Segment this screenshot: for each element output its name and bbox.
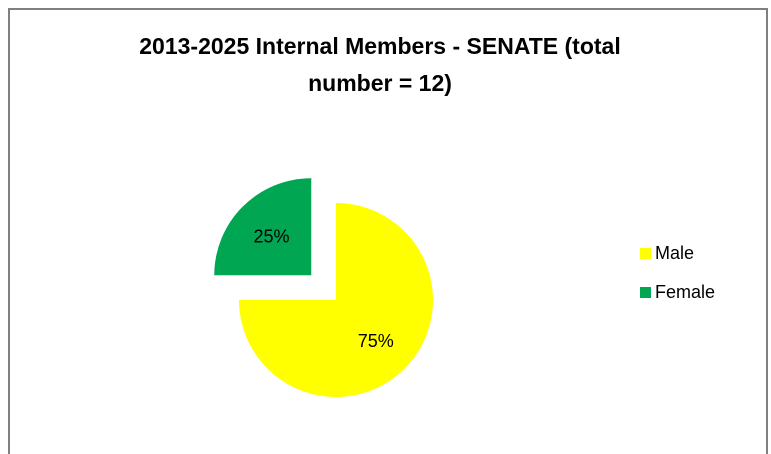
legend-swatch-female bbox=[640, 287, 651, 298]
pie-slice-female bbox=[214, 178, 312, 276]
legend-label-male: Male bbox=[655, 243, 695, 263]
legend-item-female: Female bbox=[640, 281, 715, 304]
chart-title-line-1: 2013-2025 Internal Members - SENATE (tot… bbox=[139, 33, 621, 59]
data-label-female: 25% bbox=[253, 226, 289, 246]
pie-slice-male bbox=[239, 203, 433, 397]
data-label-male: 75% bbox=[358, 331, 394, 351]
legend-swatch-male bbox=[640, 248, 651, 259]
legend-label-female: Female bbox=[655, 282, 716, 302]
legend: Male Female bbox=[640, 242, 715, 320]
chart-title: 2013-2025 Internal Members - SENATE (tot… bbox=[0, 28, 760, 102]
chart-title-line-2: number = 12) bbox=[308, 70, 452, 96]
legend-item-male: Male bbox=[640, 242, 715, 265]
